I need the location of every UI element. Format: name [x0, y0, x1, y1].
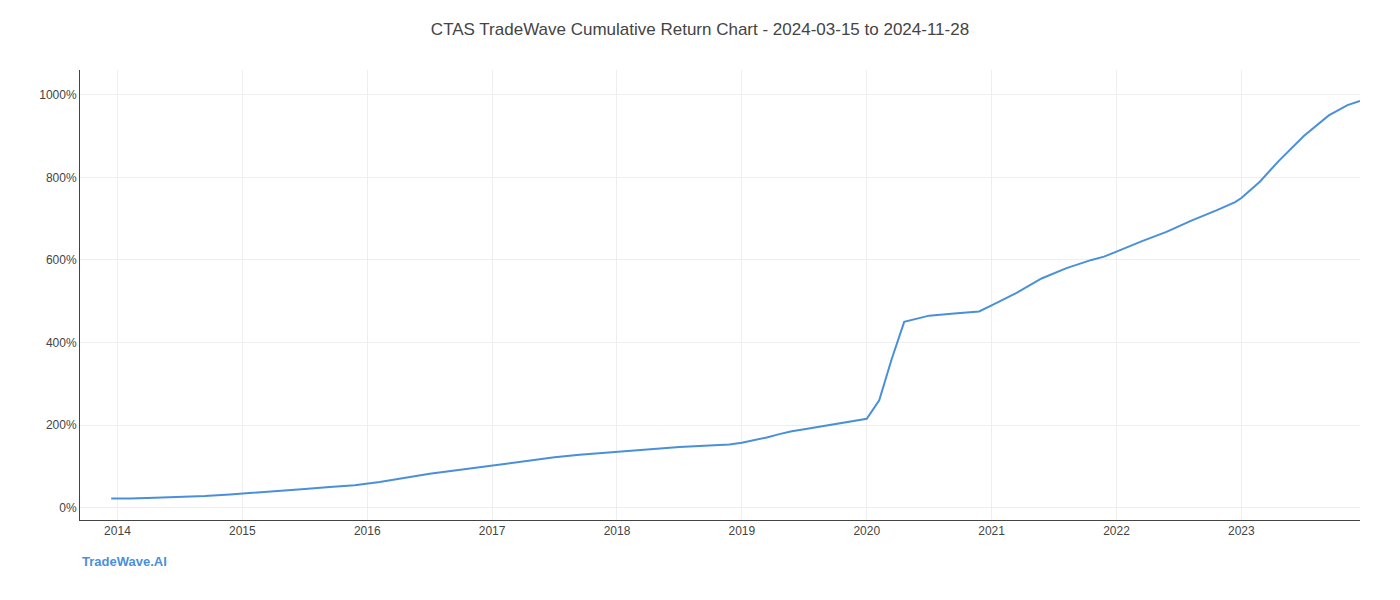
svg-text:1000%: 1000%: [39, 88, 77, 102]
svg-text:0%: 0%: [59, 501, 77, 515]
svg-text:TradeWave.AI: TradeWave.AI: [82, 554, 167, 569]
svg-text:2015: 2015: [229, 524, 256, 538]
svg-text:400%: 400%: [46, 336, 77, 350]
svg-text:CTAS TradeWave Cumulative Retu: CTAS TradeWave Cumulative Return Chart -…: [431, 20, 969, 39]
svg-text:200%: 200%: [46, 418, 77, 432]
svg-text:2022: 2022: [1103, 524, 1130, 538]
svg-text:2018: 2018: [604, 524, 631, 538]
svg-text:600%: 600%: [46, 253, 77, 267]
svg-text:2014: 2014: [104, 524, 131, 538]
svg-text:800%: 800%: [46, 171, 77, 185]
svg-text:2019: 2019: [728, 524, 755, 538]
svg-text:2021: 2021: [978, 524, 1005, 538]
svg-text:2020: 2020: [853, 524, 880, 538]
svg-text:2016: 2016: [354, 524, 381, 538]
svg-text:2023: 2023: [1228, 524, 1255, 538]
svg-text:2017: 2017: [479, 524, 506, 538]
